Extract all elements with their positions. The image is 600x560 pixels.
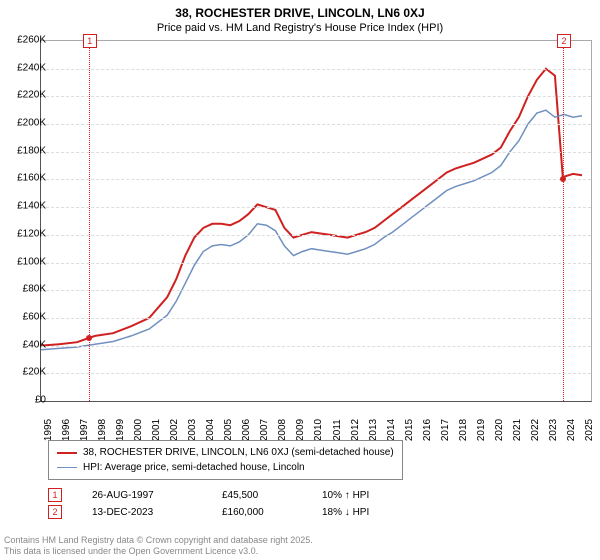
marker-price: £160,000 — [222, 507, 292, 518]
x-tick-label: 2009 — [295, 419, 306, 441]
x-tick-label: 2025 — [584, 419, 595, 441]
x-tick-label: 2014 — [386, 419, 397, 441]
x-tick-label: 2000 — [133, 419, 144, 441]
marker-legend-box: 2 — [48, 505, 62, 519]
legend-item: HPI: Average price, semi-detached house,… — [57, 460, 394, 475]
chart-title: 38, ROCHESTER DRIVE, LINCOLN, LN6 0XJ — [0, 0, 600, 22]
chart-svg — [41, 41, 591, 401]
x-tick-label: 2019 — [476, 419, 487, 441]
y-tick-label: £0 — [35, 395, 46, 406]
y-tick-label: £220K — [17, 90, 46, 101]
marker-vline — [89, 41, 90, 401]
marker-date: 13-DEC-2023 — [92, 507, 192, 518]
marker-vline — [563, 41, 564, 401]
x-tick-label: 1998 — [97, 419, 108, 441]
gridline — [41, 96, 591, 97]
y-tick-label: £180K — [17, 145, 46, 156]
marker-pct: 18% ↓ HPI — [322, 507, 402, 518]
marker-box: 2 — [557, 34, 571, 48]
x-tick-label: 1999 — [115, 419, 126, 441]
chart-plot-area: 12 — [40, 40, 592, 402]
attribution: Contains HM Land Registry data © Crown c… — [4, 535, 313, 558]
legend-label: 38, ROCHESTER DRIVE, LINCOLN, LN6 0XJ (s… — [83, 445, 394, 460]
gridline — [41, 179, 591, 180]
x-tick-label: 2010 — [313, 419, 324, 441]
marker-legend: 1 26-AUG-1997 £45,500 10% ↑ HPI 2 13-DEC-2023… — [48, 488, 588, 519]
x-tick-label: 2023 — [548, 419, 559, 441]
x-tick-label: 2020 — [494, 419, 505, 441]
x-tick-label: 2021 — [512, 419, 523, 441]
x-tick-label: 2008 — [277, 419, 288, 441]
legend: 38, ROCHESTER DRIVE, LINCOLN, LN6 0XJ (s… — [48, 440, 588, 522]
x-tick-label: 2024 — [566, 419, 577, 441]
x-tick-label: 1997 — [79, 419, 90, 441]
gridline — [41, 263, 591, 264]
gridline — [41, 290, 591, 291]
x-tick-label: 2006 — [241, 419, 252, 441]
marker-point — [560, 176, 566, 182]
y-tick-label: £260K — [17, 35, 46, 46]
marker-legend-row: 1 26-AUG-1997 £45,500 10% ↑ HPI — [48, 488, 588, 502]
marker-legend-row: 2 13-DEC-2023 £160,000 18% ↓ HPI — [48, 505, 588, 519]
y-tick-label: £140K — [17, 201, 46, 212]
y-tick-label: £80K — [23, 284, 46, 295]
x-tick-label: 2011 — [332, 419, 343, 441]
legend-box: 38, ROCHESTER DRIVE, LINCOLN, LN6 0XJ (s… — [48, 440, 403, 480]
attribution-line2: This data is licensed under the Open Gov… — [4, 546, 313, 558]
x-tick-label: 2007 — [259, 419, 270, 441]
marker-point — [86, 335, 92, 341]
legend-item: 38, ROCHESTER DRIVE, LINCOLN, LN6 0XJ (s… — [57, 445, 394, 460]
x-tick-label: 2018 — [458, 419, 469, 441]
marker-date: 26-AUG-1997 — [92, 490, 192, 501]
gridline — [41, 318, 591, 319]
marker-price: £45,500 — [222, 490, 292, 501]
x-axis: 1995 1996 1997 1998 1999 2000 2001 2002 2003 2004… — [40, 400, 590, 440]
legend-swatch — [57, 452, 77, 454]
x-tick-label: 2002 — [169, 419, 180, 441]
y-tick-label: £240K — [17, 62, 46, 73]
marker-box: 1 — [83, 34, 97, 48]
gridline — [41, 346, 591, 347]
x-tick-label: 2005 — [223, 419, 234, 441]
y-tick-label: £120K — [17, 228, 46, 239]
x-tick-label: 2004 — [205, 419, 216, 441]
x-tick-label: 2013 — [368, 419, 379, 441]
legend-label: HPI: Average price, semi-detached house,… — [83, 460, 305, 475]
x-tick-label: 1996 — [61, 419, 72, 441]
gridline — [41, 152, 591, 153]
gridline — [41, 69, 591, 70]
gridline — [41, 124, 591, 125]
x-tick-label: 2012 — [350, 419, 361, 441]
x-tick-label: 2017 — [440, 419, 451, 441]
x-tick-label: 2022 — [530, 419, 541, 441]
gridline — [41, 373, 591, 374]
x-tick-label: 2016 — [422, 419, 433, 441]
y-tick-label: £40K — [23, 339, 46, 350]
y-tick-label: £60K — [23, 311, 46, 322]
legend-swatch — [57, 467, 77, 468]
attribution-line1: Contains HM Land Registry data © Crown c… — [4, 535, 313, 547]
y-tick-label: £100K — [17, 256, 46, 267]
y-tick-label: £160K — [17, 173, 46, 184]
gridline — [41, 207, 591, 208]
x-tick-label: 1995 — [43, 419, 54, 441]
marker-legend-box: 1 — [48, 488, 62, 502]
x-tick-label: 2015 — [404, 419, 415, 441]
y-tick-label: £200K — [17, 118, 46, 129]
y-tick-label: £20K — [23, 367, 46, 378]
x-tick-label: 2001 — [151, 419, 162, 441]
marker-pct: 10% ↑ HPI — [322, 490, 402, 501]
gridline — [41, 235, 591, 236]
x-tick-label: 2003 — [187, 419, 198, 441]
